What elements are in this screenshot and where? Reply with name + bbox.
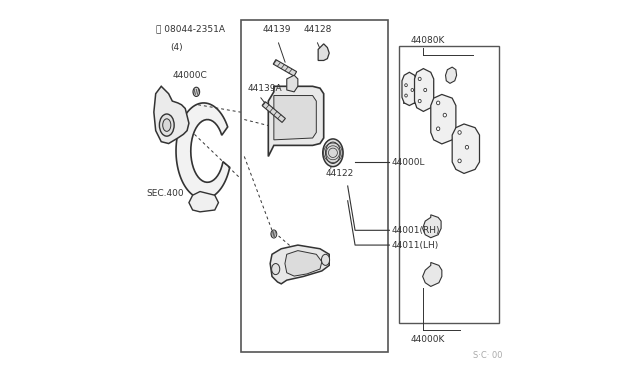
Ellipse shape	[458, 159, 461, 163]
Ellipse shape	[163, 119, 171, 131]
Polygon shape	[422, 215, 441, 238]
Polygon shape	[154, 86, 189, 144]
Bar	[416, 81, 433, 107]
Polygon shape	[176, 103, 230, 199]
Text: 44001(RH): 44001(RH)	[392, 226, 440, 235]
Polygon shape	[285, 251, 322, 276]
Ellipse shape	[159, 114, 174, 136]
Text: 44122: 44122	[326, 169, 354, 177]
Polygon shape	[415, 68, 434, 112]
Ellipse shape	[418, 99, 421, 103]
Polygon shape	[422, 262, 442, 286]
Ellipse shape	[411, 89, 413, 92]
Ellipse shape	[323, 139, 343, 167]
Polygon shape	[189, 192, 218, 212]
Polygon shape	[287, 75, 298, 92]
Polygon shape	[268, 86, 324, 157]
Text: 44000L: 44000L	[392, 157, 426, 167]
Ellipse shape	[424, 88, 427, 92]
Polygon shape	[452, 124, 479, 173]
Bar	[403, 82, 417, 103]
Text: SEC.400: SEC.400	[147, 189, 184, 198]
Ellipse shape	[436, 101, 440, 105]
Polygon shape	[445, 67, 456, 83]
Text: 44139: 44139	[263, 25, 291, 33]
Ellipse shape	[326, 142, 340, 163]
Text: 44000C: 44000C	[172, 71, 207, 80]
Ellipse shape	[271, 230, 277, 238]
Bar	[241, 20, 388, 352]
Bar	[399, 46, 499, 323]
Text: 44011(LH): 44011(LH)	[392, 241, 439, 250]
Ellipse shape	[321, 254, 330, 265]
Ellipse shape	[193, 87, 200, 96]
Ellipse shape	[465, 145, 468, 149]
Polygon shape	[274, 96, 316, 140]
Ellipse shape	[418, 77, 421, 81]
Text: 44128: 44128	[303, 25, 332, 33]
Ellipse shape	[404, 84, 407, 87]
Polygon shape	[402, 72, 417, 106]
Ellipse shape	[443, 113, 447, 117]
Ellipse shape	[404, 94, 407, 97]
Text: Ⓑ 08044-2351A: Ⓑ 08044-2351A	[156, 25, 225, 33]
Text: 44000K: 44000K	[410, 335, 445, 344]
Text: S·C· 00: S·C· 00	[473, 351, 503, 360]
Ellipse shape	[271, 263, 280, 275]
Text: (4): (4)	[170, 43, 183, 52]
Ellipse shape	[458, 131, 461, 134]
Polygon shape	[318, 44, 329, 61]
Polygon shape	[431, 94, 456, 144]
Polygon shape	[262, 102, 285, 122]
Text: 44139A: 44139A	[248, 84, 283, 93]
Text: 44080K: 44080K	[410, 36, 445, 45]
Polygon shape	[273, 60, 296, 76]
Ellipse shape	[436, 127, 440, 131]
Bar	[433, 107, 454, 139]
Polygon shape	[270, 245, 329, 284]
